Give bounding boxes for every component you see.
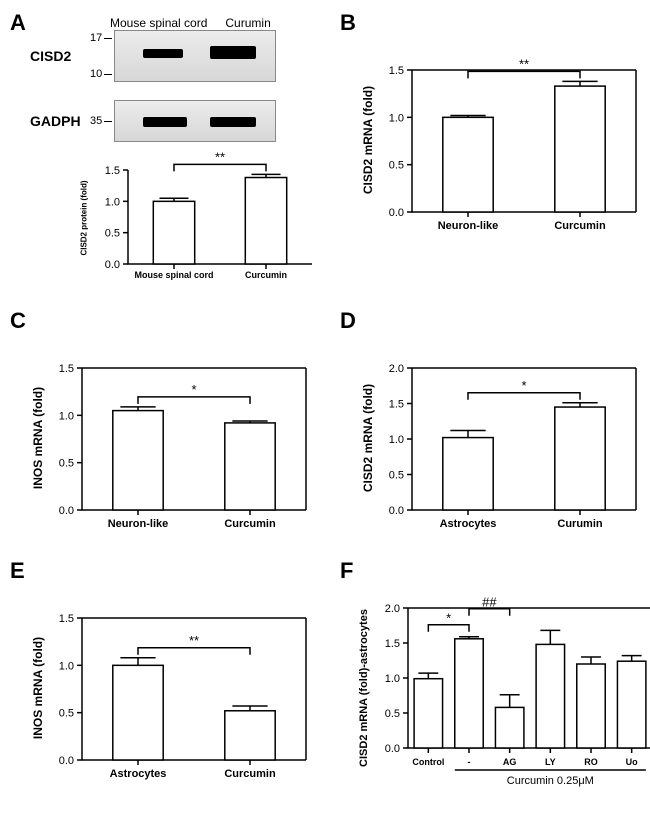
svg-text:0.0: 0.0 xyxy=(105,259,120,271)
svg-text:*: * xyxy=(446,611,451,626)
mw-35: 35 xyxy=(90,115,102,127)
mw-labels-gapdh: 35 xyxy=(90,101,114,141)
svg-text:##: ## xyxy=(482,595,497,610)
svg-text:Uo: Uo xyxy=(626,757,638,767)
panel-d: D CISD2 mRNA (fold) 0.0 0.5 1.0 1.5 2.0 Astro… xyxy=(340,308,650,538)
svg-text:2.0: 2.0 xyxy=(385,603,400,615)
svg-text:Curcumin: Curcumin xyxy=(224,518,276,530)
svg-text:1.5: 1.5 xyxy=(389,399,404,411)
panel-e-ylabel: INOS mRNA (fold) xyxy=(31,637,45,739)
svg-text:Neuron-like: Neuron-like xyxy=(108,518,169,530)
svg-text:RO: RO xyxy=(584,757,598,767)
svg-text:0.0: 0.0 xyxy=(385,743,400,755)
panel-b: B CISD2 mRNA (fold) 0.0 0.5 1.0 1.5 Neuron-l… xyxy=(340,10,650,288)
svg-text:0.5: 0.5 xyxy=(385,708,400,720)
svg-text:Curcumin: Curcumin xyxy=(245,270,287,280)
panel-a-ylabel: CISD2 protein (fold) xyxy=(80,180,89,255)
panel-d-chart: CISD2 mRNA (fold) 0.00.51.01.52.0Astrocy… xyxy=(374,338,650,538)
panel-e: E INOS mRNA (fold) 0.0 0.5 1.0 1.5 Astrocyte… xyxy=(10,558,320,798)
svg-text:0.5: 0.5 xyxy=(389,160,404,172)
gapdh-label: GADPH xyxy=(30,113,90,129)
blot-row-gapdh: GADPH 35 xyxy=(30,100,320,142)
panel-e-chart: INOS mRNA (fold) 0.00.51.01.5AstrocytesC… xyxy=(44,588,320,788)
svg-text:0.0: 0.0 xyxy=(59,505,74,517)
panel-f-ylabel: CISD2 mRNA (fold)-astrocytes xyxy=(358,609,370,767)
svg-text:*: * xyxy=(521,378,526,393)
svg-text:1.5: 1.5 xyxy=(59,613,74,625)
svg-text:**: ** xyxy=(189,633,199,648)
mw-labels-cisd2: 17 10 xyxy=(90,32,114,80)
panel-a: A Mouse spinal cord Curumin CISD2 17 10 … xyxy=(10,10,320,288)
figure-grid: A Mouse spinal cord Curumin CISD2 17 10 … xyxy=(10,10,650,798)
svg-text:1.5: 1.5 xyxy=(385,638,400,650)
svg-text:*: * xyxy=(191,382,196,397)
panel-b-ylabel: CISD2 mRNA (fold) xyxy=(361,86,375,194)
svg-text:0.0: 0.0 xyxy=(389,207,404,219)
blot-row-cisd2: CISD2 17 10 xyxy=(30,30,320,82)
blot-header-1: Mouse spinal cord xyxy=(110,16,207,30)
svg-text:1.5: 1.5 xyxy=(59,363,74,375)
blot-cisd2-image xyxy=(114,30,276,82)
svg-text:**: ** xyxy=(519,56,529,71)
svg-text:LY: LY xyxy=(545,757,556,767)
svg-text:1.0: 1.0 xyxy=(59,410,74,422)
svg-text:Mouse spinal cord: Mouse spinal cord xyxy=(134,270,213,280)
svg-text:1.0: 1.0 xyxy=(105,196,120,208)
svg-text:0.0: 0.0 xyxy=(389,505,404,517)
svg-text:0.5: 0.5 xyxy=(59,458,74,470)
svg-text:0.5: 0.5 xyxy=(389,470,404,482)
panel-d-ylabel: CISD2 mRNA (fold) xyxy=(361,384,375,492)
mw-10: 10 xyxy=(90,68,102,80)
svg-text:1.0: 1.0 xyxy=(59,660,74,672)
panel-f-chart: CISD2 mRNA (fold)-astrocytes 0.00.51.01.… xyxy=(370,578,650,798)
svg-text:2.0: 2.0 xyxy=(389,363,404,375)
panel-c-label: C xyxy=(10,308,26,334)
panel-a-chart: CISD2 protein (fold) 0.00.51.01.5Mouse s… xyxy=(90,148,320,288)
svg-text:1.0: 1.0 xyxy=(385,673,400,685)
svg-text:1.5: 1.5 xyxy=(389,65,404,77)
panel-e-label: E xyxy=(10,558,25,584)
panel-f-label: F xyxy=(340,558,353,584)
panel-c-chart: INOS mRNA (fold) 0.00.51.01.5Neuron-like… xyxy=(44,338,320,538)
svg-text:1.0: 1.0 xyxy=(389,112,404,124)
svg-text:0.5: 0.5 xyxy=(105,228,120,240)
panel-b-label: B xyxy=(340,10,356,36)
svg-text:Astrocytes: Astrocytes xyxy=(440,518,497,530)
panel-d-label: D xyxy=(340,308,356,334)
svg-text:Curumin: Curumin xyxy=(557,518,603,530)
panel-b-chart: CISD2 mRNA (fold) 0.00.51.01.5Neuron-lik… xyxy=(374,40,650,240)
panel-f: F CISD2 mRNA (fold)-astrocytes 0.0 0.5 1.0… xyxy=(340,558,650,798)
mw-17: 17 xyxy=(90,32,102,44)
cisd2-label: CISD2 xyxy=(30,48,90,64)
panel-c-ylabel: INOS mRNA (fold) xyxy=(31,387,45,489)
svg-text:1.5: 1.5 xyxy=(105,165,120,177)
svg-text:1.0: 1.0 xyxy=(389,434,404,446)
panel-c: C INOS mRNA (fold) 0.0 0.5 1.0 1.5 Neuron-li… xyxy=(10,308,320,538)
blot-gapdh-image xyxy=(114,100,276,142)
svg-text:Control: Control xyxy=(412,757,444,767)
svg-text:0.0: 0.0 xyxy=(59,755,74,767)
panel-a-label: A xyxy=(10,10,26,36)
svg-text:AG: AG xyxy=(503,757,517,767)
svg-text:0.5: 0.5 xyxy=(59,708,74,720)
svg-text:Curcumin: Curcumin xyxy=(224,768,276,780)
svg-text:-: - xyxy=(468,757,471,767)
svg-text:Curcumin: Curcumin xyxy=(554,220,606,232)
svg-text:Curcumin 0.25μM: Curcumin 0.25μM xyxy=(507,775,594,787)
svg-text:Astrocytes: Astrocytes xyxy=(110,768,167,780)
blot-header-2: Curumin xyxy=(225,16,270,30)
svg-text:**: ** xyxy=(215,149,225,164)
blot-header: Mouse spinal cord Curumin xyxy=(110,16,320,30)
svg-text:Neuron-like: Neuron-like xyxy=(438,220,499,232)
